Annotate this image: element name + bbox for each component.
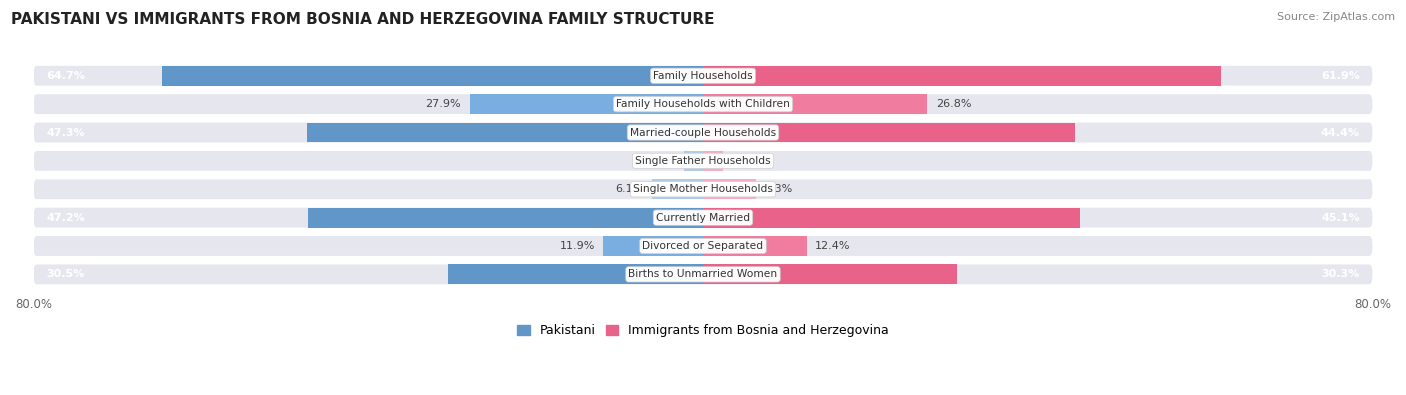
FancyBboxPatch shape bbox=[34, 179, 1372, 199]
Text: Family Households with Children: Family Households with Children bbox=[616, 99, 790, 109]
Bar bbox=[703, 66, 1220, 86]
FancyBboxPatch shape bbox=[34, 151, 1372, 171]
Bar bbox=[307, 122, 703, 143]
Text: Divorced or Separated: Divorced or Separated bbox=[643, 241, 763, 251]
FancyBboxPatch shape bbox=[34, 236, 1372, 256]
Bar bbox=[703, 122, 1074, 143]
Bar bbox=[447, 264, 703, 284]
FancyBboxPatch shape bbox=[34, 208, 1372, 228]
Bar bbox=[703, 236, 807, 256]
Text: Married-couple Households: Married-couple Households bbox=[630, 128, 776, 137]
Bar bbox=[652, 179, 703, 199]
Text: 61.9%: 61.9% bbox=[1322, 71, 1360, 81]
Text: 45.1%: 45.1% bbox=[1322, 213, 1360, 223]
Text: Single Mother Households: Single Mother Households bbox=[633, 184, 773, 194]
Bar bbox=[703, 179, 755, 199]
Bar bbox=[308, 208, 703, 228]
FancyBboxPatch shape bbox=[34, 94, 1372, 114]
Text: 27.9%: 27.9% bbox=[426, 99, 461, 109]
Bar bbox=[703, 208, 1080, 228]
Text: 6.3%: 6.3% bbox=[763, 184, 793, 194]
Text: 44.4%: 44.4% bbox=[1322, 128, 1360, 137]
Text: 2.3%: 2.3% bbox=[647, 156, 675, 166]
Text: 47.3%: 47.3% bbox=[46, 128, 84, 137]
Bar bbox=[683, 151, 703, 171]
Text: 64.7%: 64.7% bbox=[46, 71, 84, 81]
Bar bbox=[470, 94, 703, 114]
Text: 6.1%: 6.1% bbox=[616, 184, 644, 194]
Text: Source: ZipAtlas.com: Source: ZipAtlas.com bbox=[1277, 12, 1395, 22]
Text: 12.4%: 12.4% bbox=[815, 241, 851, 251]
Text: 30.5%: 30.5% bbox=[46, 269, 84, 279]
Text: 30.3%: 30.3% bbox=[1322, 269, 1360, 279]
Text: Births to Unmarried Women: Births to Unmarried Women bbox=[628, 269, 778, 279]
FancyBboxPatch shape bbox=[34, 66, 1372, 86]
Text: 47.2%: 47.2% bbox=[46, 213, 84, 223]
Text: PAKISTANI VS IMMIGRANTS FROM BOSNIA AND HERZEGOVINA FAMILY STRUCTURE: PAKISTANI VS IMMIGRANTS FROM BOSNIA AND … bbox=[11, 12, 714, 27]
Bar bbox=[162, 66, 703, 86]
Text: Currently Married: Currently Married bbox=[657, 213, 749, 223]
Text: Single Father Households: Single Father Households bbox=[636, 156, 770, 166]
FancyBboxPatch shape bbox=[34, 264, 1372, 284]
Text: 2.4%: 2.4% bbox=[731, 156, 761, 166]
Bar bbox=[703, 94, 928, 114]
Text: 26.8%: 26.8% bbox=[935, 99, 972, 109]
Text: Family Households: Family Households bbox=[654, 71, 752, 81]
Text: 11.9%: 11.9% bbox=[560, 241, 595, 251]
Legend: Pakistani, Immigrants from Bosnia and Herzegovina: Pakistani, Immigrants from Bosnia and He… bbox=[512, 320, 894, 342]
Bar bbox=[603, 236, 703, 256]
Bar bbox=[703, 151, 723, 171]
Bar bbox=[703, 264, 956, 284]
FancyBboxPatch shape bbox=[34, 122, 1372, 143]
